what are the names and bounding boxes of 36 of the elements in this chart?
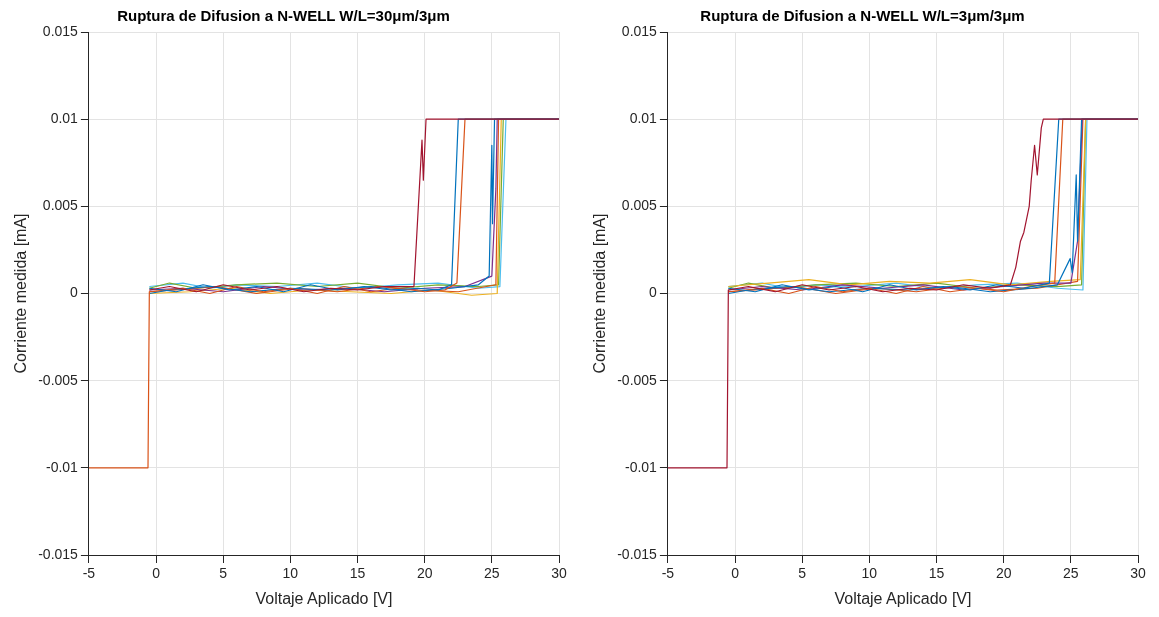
x-tick-label: 30	[551, 565, 567, 582]
y-tick-label: 0.01	[629, 110, 658, 127]
y-tick-label: 0.01	[50, 110, 79, 127]
x-tick-label: 20	[995, 565, 1012, 582]
y-tick-label: -0.005	[617, 371, 658, 388]
x-tick-label: -5	[661, 565, 675, 582]
x-tick-label: 15	[349, 565, 366, 582]
x-tick-label: 20	[416, 565, 433, 582]
x-tick-label: 10	[861, 565, 878, 582]
y-tick-label: 0	[70, 284, 79, 301]
x-tick-label: 5	[798, 565, 807, 582]
y-tick-label: -0.01	[624, 458, 658, 475]
x-tick-label: 15	[928, 565, 945, 582]
y-tick-label: -0.005	[38, 371, 79, 388]
x-tick-label: 30	[1130, 565, 1146, 582]
x-tick-label: -5	[82, 565, 96, 582]
y-tick-label: -0.015	[38, 545, 79, 562]
x-tick-label: 0	[152, 565, 161, 582]
y-tick-label: -0.01	[45, 458, 79, 475]
x-tick-label: 25	[484, 565, 500, 582]
y-tick-label: 0.005	[621, 197, 658, 214]
y-tick-label: -0.015	[617, 545, 658, 562]
chart-title: Ruptura de Difusion a N-WELL W/L=30μm/3μm	[117, 7, 450, 25]
y-axis-title: Corriente medida [mA]	[591, 213, 609, 374]
y-tick-label: 0	[649, 284, 658, 301]
x-tick-label: 0	[731, 565, 740, 582]
x-tick-label: 5	[219, 565, 228, 582]
y-tick-label: 0.015	[621, 22, 658, 39]
chart-title: Ruptura de Difusion a N-WELL W/L=3μm/3μm	[700, 7, 1025, 25]
y-axis-title: Corriente medida [mA]	[12, 213, 30, 374]
x-axis-title: Voltaje Aplicado [V]	[255, 589, 393, 607]
x-tick-label: 10	[282, 565, 299, 582]
y-tick-label: 0.015	[42, 22, 79, 39]
x-tick-label: 25	[1063, 565, 1079, 582]
x-axis-title: Voltaje Aplicado [V]	[834, 589, 972, 607]
y-tick-label: 0.005	[42, 197, 79, 214]
